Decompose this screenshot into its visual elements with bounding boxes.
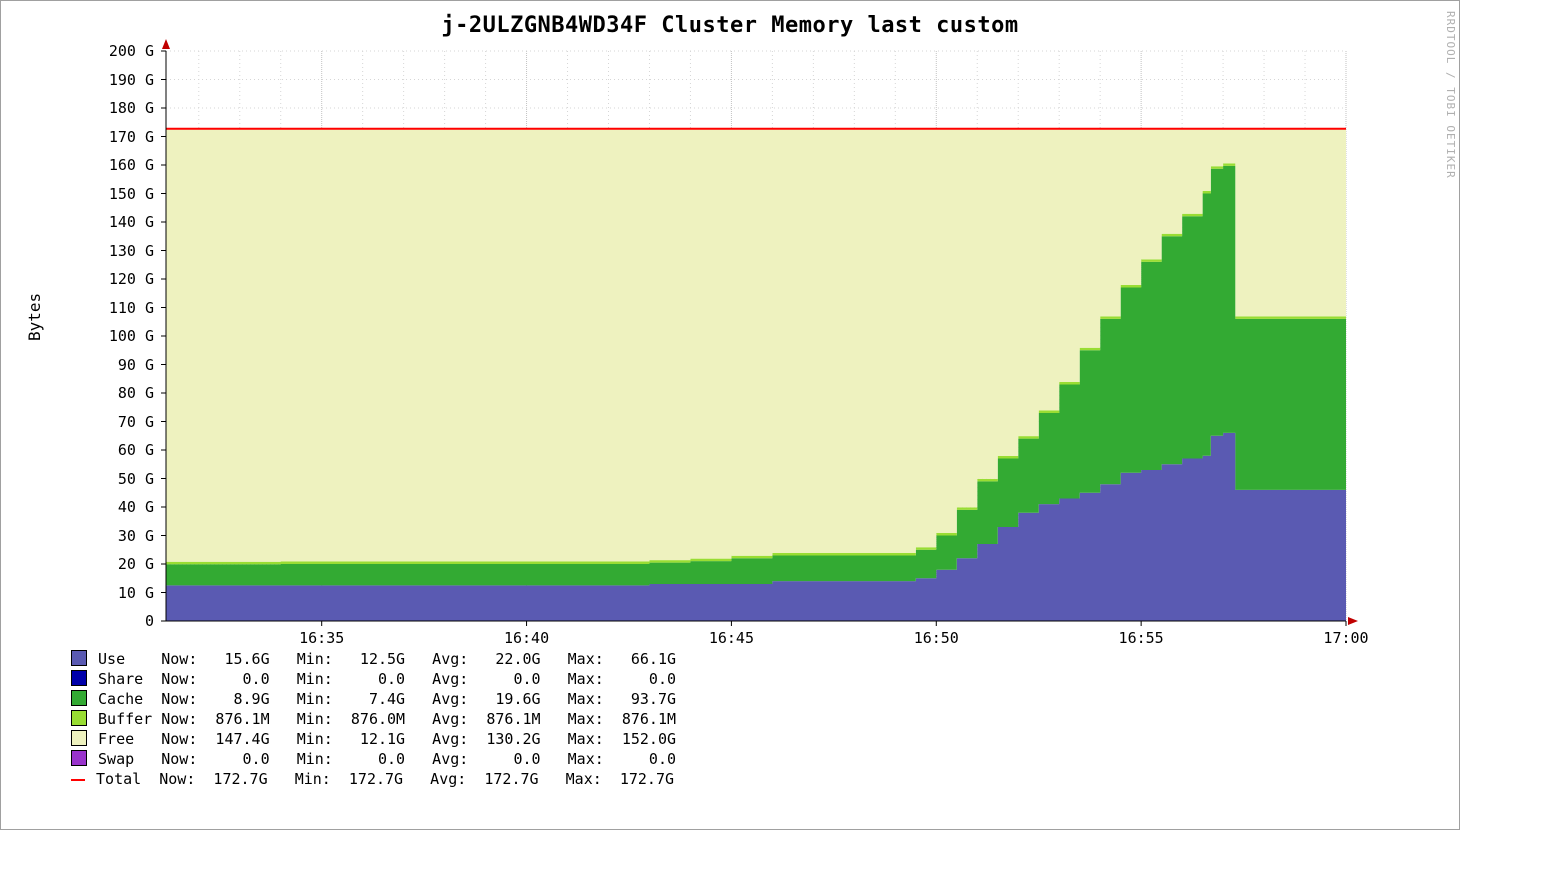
legend-text: Use Now: 15.6G Min: 12.5G Avg: 22.0G Max…	[89, 650, 676, 668]
y-tick-label: 40 G	[1, 498, 154, 516]
legend-row: Share Now: 0.0 Min: 0.0 Avg: 0.0 Max: 0.…	[71, 669, 676, 689]
y-tick-label: 50 G	[1, 470, 154, 488]
legend-row: Swap Now: 0.0 Min: 0.0 Avg: 0.0 Max: 0.0	[71, 749, 676, 769]
y-tick-label: 200 G	[1, 42, 154, 60]
x-tick-label: 16:45	[709, 629, 754, 647]
rrdtool-watermark: RRDTOOL / TOBI OETIKER	[1444, 11, 1457, 179]
y-tick-label: 20 G	[1, 555, 154, 573]
y-tick-label: 100 G	[1, 327, 154, 345]
legend-row: Total Now: 172.7G Min: 172.7G Avg: 172.7…	[71, 769, 676, 789]
y-tick-label: 70 G	[1, 413, 154, 431]
y-tick-label: 170 G	[1, 128, 154, 146]
legend-text: Cache Now: 8.9G Min: 7.4G Avg: 19.6G Max…	[89, 690, 676, 708]
legend-row: Buffer Now: 876.1M Min: 876.0M Avg: 876.…	[71, 709, 676, 729]
legend-text: Free Now: 147.4G Min: 12.1G Avg: 130.2G …	[89, 730, 676, 748]
y-tick-label: 140 G	[1, 213, 154, 231]
legend-swatch	[71, 730, 87, 746]
legend-text: Total Now: 172.7G Min: 172.7G Avg: 172.7…	[87, 770, 674, 788]
plot-area	[166, 51, 1346, 621]
y-tick-label: 0	[1, 612, 154, 630]
y-tick-label: 120 G	[1, 270, 154, 288]
x-tick-label: 17:00	[1323, 629, 1368, 647]
legend-row: Use Now: 15.6G Min: 12.5G Avg: 22.0G Max…	[71, 649, 676, 669]
y-tick-label: 130 G	[1, 242, 154, 260]
chart-title: j-2ULZGNB4WD34F Cluster Memory last cust…	[1, 13, 1459, 38]
x-tick-label: 16:50	[914, 629, 959, 647]
legend-row: Cache Now: 8.9G Min: 7.4G Avg: 19.6G Max…	[71, 689, 676, 709]
legend-swatch	[71, 750, 87, 766]
y-tick-label: 80 G	[1, 384, 154, 402]
y-tick-label: 180 G	[1, 99, 154, 117]
legend-swatch	[71, 650, 87, 666]
x-tick-label: 16:40	[504, 629, 549, 647]
legend-text: Swap Now: 0.0 Min: 0.0 Avg: 0.0 Max: 0.0	[89, 750, 676, 768]
y-tick-label: 90 G	[1, 356, 154, 374]
legend-swatch	[71, 690, 87, 706]
x-tick-label: 16:35	[299, 629, 344, 647]
legend-swatch	[71, 772, 85, 786]
y-tick-label: 10 G	[1, 584, 154, 602]
legend-table: Use Now: 15.6G Min: 12.5G Avg: 22.0G Max…	[71, 649, 676, 789]
y-tick-label: 110 G	[1, 299, 154, 317]
legend-swatch	[71, 670, 87, 686]
legend-text: Share Now: 0.0 Min: 0.0 Avg: 0.0 Max: 0.…	[89, 670, 676, 688]
y-tick-label: 190 G	[1, 71, 154, 89]
chart-frame: j-2ULZGNB4WD34F Cluster Memory last cust…	[0, 0, 1460, 830]
y-tick-label: 30 G	[1, 527, 154, 545]
legend-row: Free Now: 147.4G Min: 12.1G Avg: 130.2G …	[71, 729, 676, 749]
x-tick-label: 16:55	[1119, 629, 1164, 647]
y-tick-label: 60 G	[1, 441, 154, 459]
y-tick-label: 150 G	[1, 185, 154, 203]
y-tick-label: 160 G	[1, 156, 154, 174]
legend-text: Buffer Now: 876.1M Min: 876.0M Avg: 876.…	[89, 710, 676, 728]
legend-swatch	[71, 710, 87, 726]
